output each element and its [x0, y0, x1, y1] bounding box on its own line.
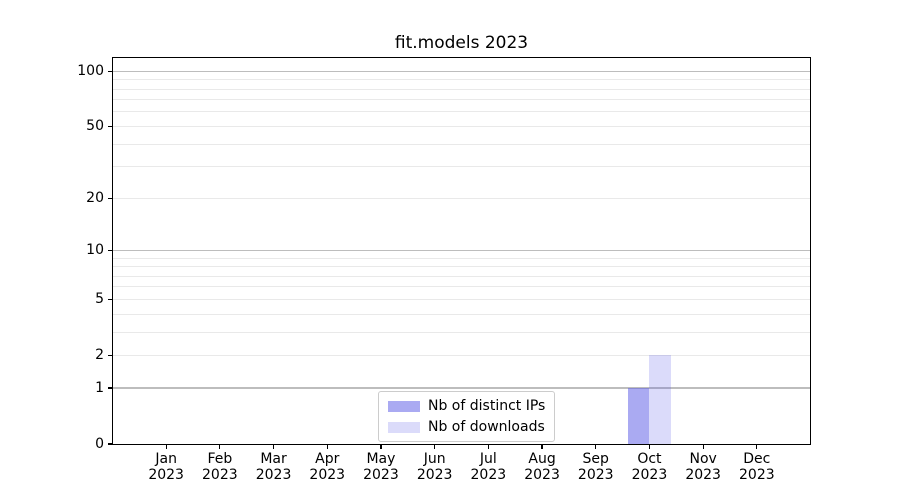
y-gridline-minor — [113, 266, 810, 268]
x-tick-label-aug: Aug 2023 — [500, 451, 584, 483]
y-tick-mark — [108, 387, 113, 389]
year-label: 2023 — [470, 466, 507, 483]
plot-area — [112, 57, 811, 445]
y-gridline-major — [113, 387, 810, 389]
legend-label-downloads: Nb of downloads — [428, 419, 545, 435]
month-label: Nov — [689, 451, 717, 467]
year-label: 2023 — [739, 466, 775, 483]
y-tick-label: 20 — [86, 189, 104, 206]
y-tick-label: 100 — [77, 62, 104, 79]
y-gridline-minor — [113, 125, 810, 127]
x-tick-mark — [380, 445, 382, 449]
y-gridline-minor — [113, 88, 810, 90]
x-tick-label-mar: Mar 2023 — [232, 451, 316, 483]
month-label: Jul — [479, 451, 497, 467]
y-tick-mark — [108, 298, 113, 300]
y-tick-label: 2 — [95, 346, 104, 363]
year-label: 2023 — [631, 466, 668, 483]
y-tick-label: 0 — [95, 435, 104, 452]
legend: Nb of distinct IPs Nb of downloads — [378, 391, 556, 442]
x-tick-label-dec: Dec 2023 — [715, 451, 799, 483]
y-tick-label: 50 — [86, 117, 104, 134]
legend-label-distinct-ips: Nb of distinct IPs — [428, 398, 546, 414]
y-tick-label: 5 — [95, 290, 104, 307]
month-label: Mar — [260, 451, 287, 467]
y-gridline-minor — [113, 143, 810, 145]
legend-item-distinct-ips: Nb of distinct IPs — [388, 398, 545, 414]
x-tick-label-jun: Jun 2023 — [393, 451, 477, 483]
x-tick-label-jul: Jul 2023 — [446, 451, 530, 483]
x-tick-mark — [326, 445, 328, 449]
month-label: May — [366, 451, 396, 467]
month-label: Jan — [155, 451, 177, 467]
legend-swatch-distinct-ips — [388, 400, 420, 412]
y-gridline-minor — [113, 111, 810, 113]
y-tick-mark — [108, 70, 113, 72]
y-tick-label: 1 — [95, 379, 104, 396]
bar-distinct-ips-oct — [627, 388, 650, 444]
month-label: Aug — [528, 451, 556, 467]
y-gridline-minor — [113, 79, 810, 81]
y-gridline-minor — [113, 166, 810, 168]
year-label: 2023 — [577, 466, 614, 483]
legend-item-downloads: Nb of downloads — [388, 419, 545, 435]
x-tick-mark — [487, 445, 489, 449]
x-tick-mark — [165, 445, 167, 449]
x-tick-mark — [434, 445, 436, 449]
bar-downloads-oct — [649, 355, 671, 444]
year-label: 2023 — [148, 466, 184, 483]
x-tick-label-feb: Feb 2023 — [178, 451, 262, 483]
year-label: 2023 — [685, 466, 721, 483]
year-label: 2023 — [202, 466, 238, 483]
legend-swatch-downloads — [388, 421, 420, 433]
x-tick-mark — [541, 445, 543, 449]
x-tick-mark — [595, 445, 597, 449]
year-label: 2023 — [524, 466, 560, 483]
x-tick-mark — [272, 445, 275, 449]
y-tick-mark — [108, 354, 113, 356]
year-label: 2023 — [255, 466, 292, 483]
x-tick-mark — [219, 445, 221, 449]
year-label: 2023 — [416, 466, 453, 483]
x-tick-label-nov: Nov 2023 — [661, 451, 745, 483]
y-tick-mark — [108, 249, 113, 251]
y-tick-mark — [108, 443, 113, 445]
month-label: Dec — [743, 451, 771, 467]
x-tick-label-oct: Oct 2023 — [607, 451, 691, 483]
y-tick-label: 10 — [86, 241, 104, 258]
month-label: Apr — [315, 451, 340, 467]
y-gridline-minor — [113, 197, 810, 199]
y-gridline-minor — [113, 99, 810, 101]
y-gridline-minor — [113, 275, 810, 277]
y-gridline-minor — [113, 286, 810, 288]
y-tick-mark — [108, 125, 113, 128]
month-label: Feb — [207, 451, 233, 467]
x-tick-mark — [648, 445, 651, 449]
chart-title: fit.models 2023 — [394, 33, 529, 53]
x-tick-label-jan: Jan 2023 — [124, 451, 208, 483]
y-gridline-minor — [113, 354, 810, 356]
y-tick-mark — [108, 197, 113, 199]
x-tick-label-may: May 2023 — [339, 451, 423, 483]
y-gridline-minor — [113, 313, 810, 315]
y-gridline-major — [113, 249, 810, 251]
y-gridline-minor — [113, 257, 810, 259]
month-label: Sep — [582, 451, 609, 467]
year-label: 2023 — [363, 466, 399, 483]
y-gridline-minor — [113, 298, 810, 300]
year-label: 2023 — [309, 466, 346, 483]
x-tick-mark — [756, 445, 758, 449]
y-gridline-minor — [113, 331, 810, 333]
x-tick-label-sep: Sep 2023 — [554, 451, 638, 483]
x-tick-label-apr: Apr 2023 — [285, 451, 369, 483]
y-gridline-major — [113, 70, 810, 72]
x-tick-mark — [702, 445, 704, 449]
month-label: Oct — [637, 451, 662, 467]
month-label: Jun — [423, 451, 446, 467]
